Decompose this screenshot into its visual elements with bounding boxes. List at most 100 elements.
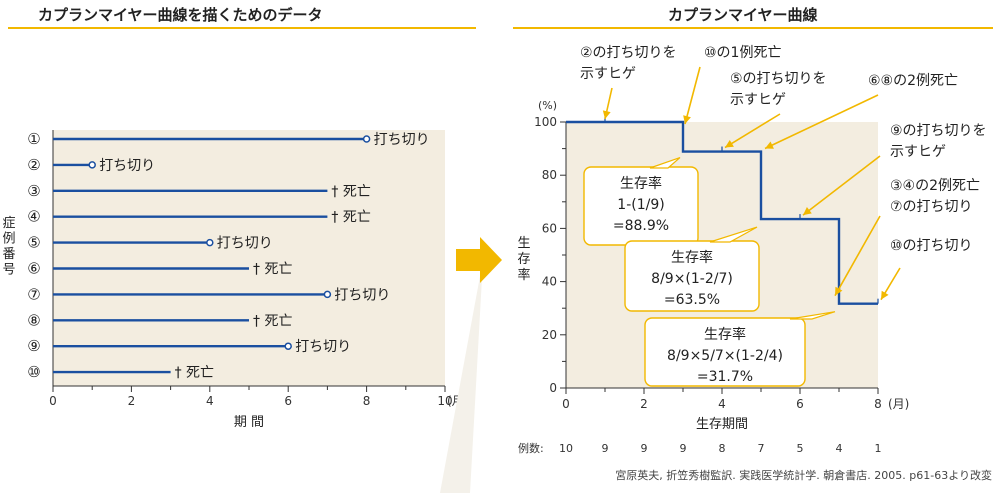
- annotation-text: ③④の2例死亡: [890, 178, 980, 194]
- case-number-label: ①: [27, 130, 40, 148]
- callout-pointer: [649, 156, 681, 169]
- right-y-tick-label: 100: [534, 115, 557, 129]
- censor-marker: [88, 161, 96, 169]
- at-risk-label: 例数:: [518, 441, 544, 455]
- censor-marker: [206, 238, 214, 247]
- right-title-rule: [513, 27, 993, 29]
- case-number-label: ②: [27, 156, 40, 174]
- left-x-tick-label: 6: [284, 394, 292, 408]
- right-y-tick-label: 40: [542, 275, 557, 289]
- right-x-tick-label: 6: [796, 397, 804, 411]
- case-number-label: ③: [27, 182, 40, 200]
- annotation-text: ⑩の1例死亡: [704, 45, 781, 61]
- callout-text: =31.7%: [697, 369, 753, 385]
- annotation-text: ⑨の打ち切りを: [890, 122, 987, 139]
- left-x-tick-label: 0: [49, 394, 57, 408]
- annotation-arrowhead: [803, 207, 812, 216]
- callout-text: =88.9%: [613, 218, 669, 234]
- callout-text: =63.5%: [664, 292, 720, 308]
- callout-text: 8/9×(1-2/7): [651, 271, 733, 287]
- annotation-arrowhead: [835, 286, 843, 296]
- left-x-tick-label: 8: [363, 394, 371, 408]
- callout-box-2: [624, 240, 760, 312]
- at-risk-count: 7: [758, 442, 765, 455]
- left-x-axis-label: 期 間: [234, 415, 264, 430]
- case-number-label: ⑦: [27, 285, 40, 303]
- at-risk-count: 10: [559, 442, 573, 455]
- callout-text: 1-(1/9): [617, 197, 664, 213]
- at-risk-count: 9: [602, 442, 609, 455]
- left-title-rule: [8, 27, 476, 29]
- left-y-axis-label: 症例番号: [2, 216, 15, 278]
- annotation-arrowhead: [683, 115, 691, 124]
- at-risk-count: 1: [875, 442, 882, 455]
- at-risk-count: 9: [680, 442, 687, 455]
- right-y-tick-label: 60: [542, 221, 557, 235]
- case-event-label: 打ち切り: [99, 157, 155, 174]
- annotation-arrowhead: [725, 139, 734, 148]
- annotation-leader: [724, 113, 781, 149]
- callout-box-3: [644, 317, 806, 387]
- case-event-label: † 死亡: [331, 210, 370, 226]
- annotation-leader: [802, 155, 881, 216]
- left-plot-area: [53, 130, 445, 386]
- case-number-label: ⑨: [27, 337, 40, 355]
- right-x-tick-label: 8: [874, 397, 882, 411]
- annotation-leader: [764, 94, 879, 150]
- annotation-text: 示すヒゲ: [890, 144, 946, 160]
- censor-marker: [362, 135, 371, 143]
- annotation-arrowhead: [602, 110, 611, 119]
- at-risk-count: 8: [719, 442, 726, 455]
- at-risk-count: 5: [797, 442, 804, 455]
- at-risk-count: 4: [836, 442, 843, 455]
- annotation-text: ⑤の打ち切りを: [730, 70, 827, 87]
- case-number-label: ⑩: [27, 363, 40, 381]
- transition-arrow: [456, 237, 502, 283]
- callout-text: 生存率: [704, 326, 746, 343]
- annotation-text: ⑥⑧の2例死亡: [868, 73, 958, 89]
- censor-marker: [284, 342, 292, 350]
- callout-text: 生存率: [620, 175, 662, 192]
- right-y-unit: (%): [538, 99, 557, 112]
- annotation-text: ⑦の打ち切り: [890, 198, 973, 215]
- case-event-label: 打ち切り: [295, 338, 351, 355]
- right-x-unit: (月): [888, 397, 909, 411]
- case-event-label: 打ち切り: [334, 286, 390, 303]
- case-event-label: † 死亡: [331, 184, 370, 200]
- right-x-tick-label: 0: [562, 397, 570, 411]
- right-x-axis-label: 生存期間: [696, 417, 748, 432]
- case-number-label: ④: [27, 208, 40, 226]
- case-event-label: † 死亡: [175, 365, 214, 381]
- annotation-text: 示すヒゲ: [730, 92, 786, 108]
- callout-pointer: [709, 226, 758, 243]
- right-panel-title: カプランマイヤー曲線: [668, 6, 818, 24]
- annotation-arrowhead: [765, 141, 774, 149]
- right-x-tick-label: 2: [640, 397, 648, 411]
- callout-text: 8/9×5/7×(1-2/4): [667, 348, 783, 364]
- censor-marker: [323, 290, 332, 299]
- zoom-wedge: [440, 260, 483, 493]
- left-x-tick-label: 10: [437, 394, 452, 408]
- right-y-tick-label: 20: [542, 328, 557, 342]
- case-event-label: 打ち切り: [374, 131, 430, 148]
- case-number-label: ⑥: [27, 260, 40, 278]
- left-x-tick-label: 2: [128, 394, 136, 408]
- right-y-axis-label: 生存率: [517, 236, 530, 283]
- annotation-text: ②の打ち切りを: [580, 44, 677, 61]
- right-x-tick-label: 4: [718, 397, 726, 411]
- callout-pointer: [789, 311, 836, 320]
- at-risk-count: 9: [641, 442, 648, 455]
- annotation-text: 示すヒゲ: [580, 66, 636, 82]
- annotation-text: ⑩の打ち切り: [890, 237, 973, 254]
- right-y-tick-label: 0: [549, 381, 557, 395]
- annotation-leader: [834, 215, 881, 297]
- case-event-label: † 死亡: [253, 313, 292, 329]
- left-x-tick-label: 4: [206, 394, 214, 408]
- case-number-label: ⑧: [27, 311, 40, 329]
- case-event-label: † 死亡: [253, 262, 292, 278]
- right-y-tick-label: 80: [542, 168, 557, 182]
- annotation-leader: [684, 66, 701, 125]
- annotation-arrowhead: [881, 290, 889, 300]
- case-number-label: ⑤: [27, 234, 40, 252]
